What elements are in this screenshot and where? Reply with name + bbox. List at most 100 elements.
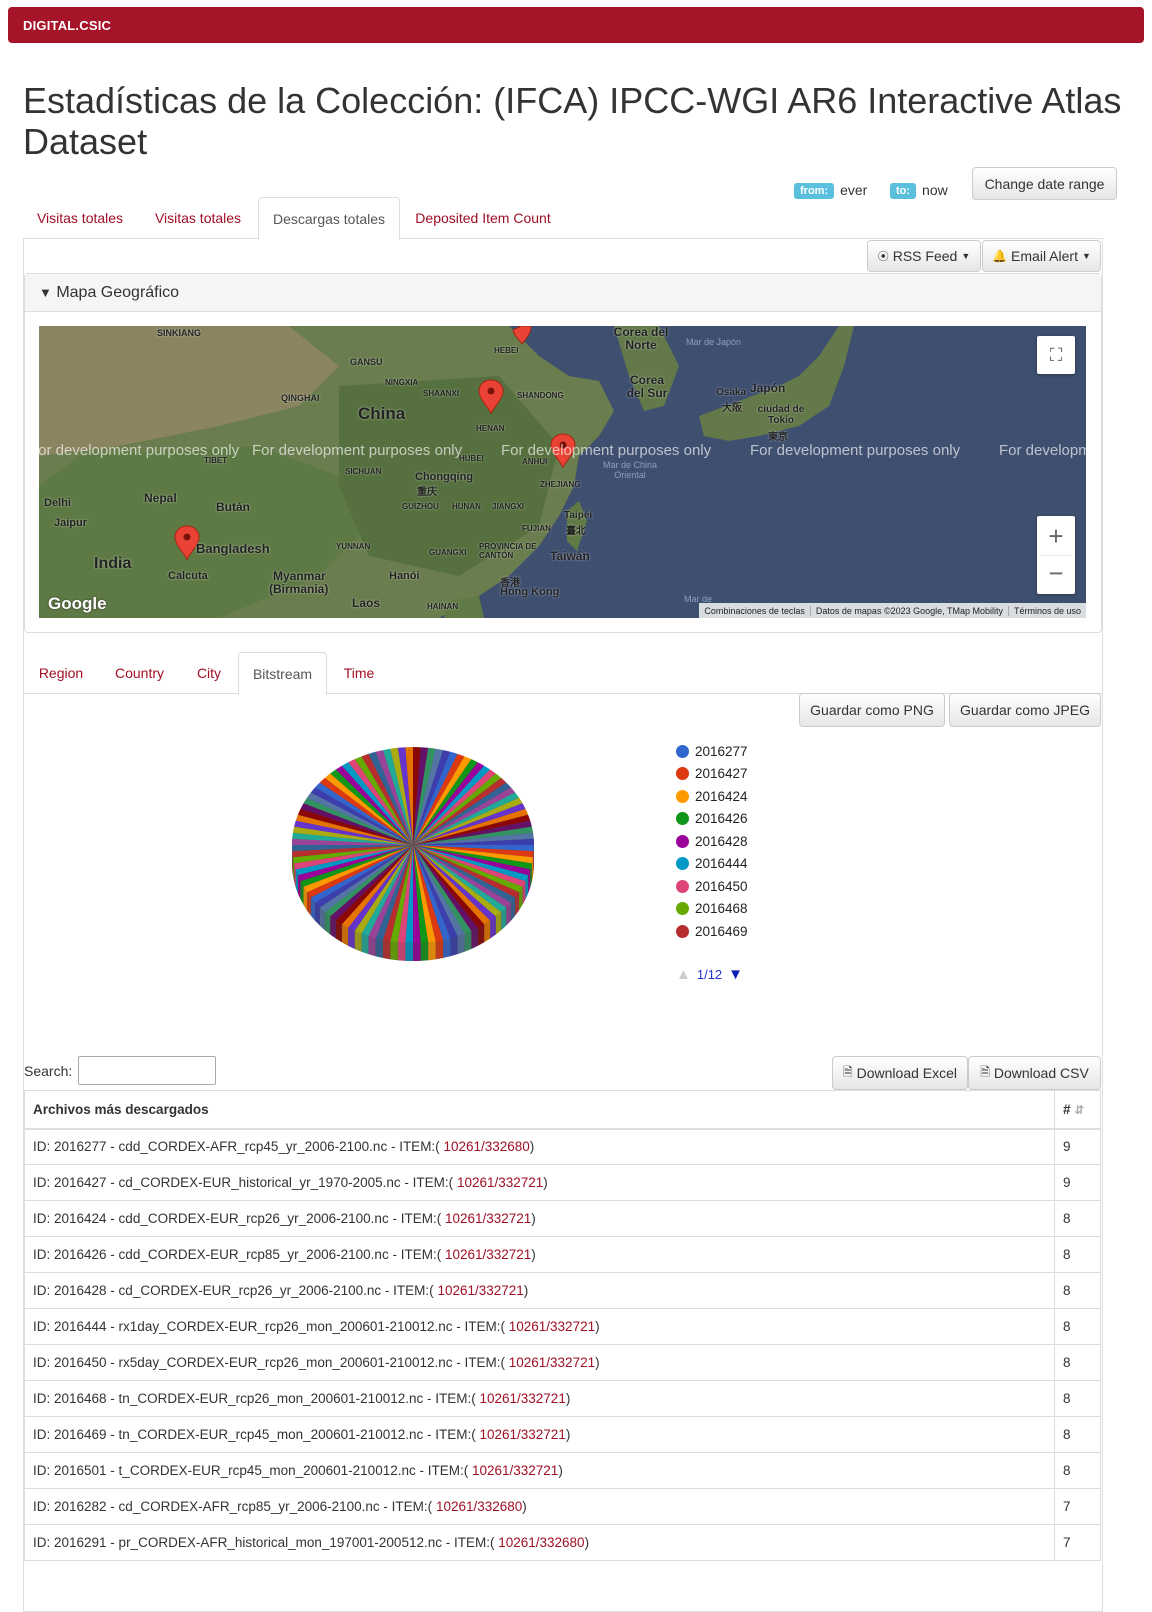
pie-slice-side <box>490 916 496 939</box>
pie-slice-side <box>310 897 316 921</box>
pie-slice <box>413 747 429 845</box>
keyboard-shortcuts-link[interactable]: Combinaciones de teclas <box>704 605 805 616</box>
pie-slice <box>368 751 413 845</box>
pie-slice <box>354 845 413 934</box>
legend-swatch <box>676 812 689 826</box>
pie-slice <box>413 787 516 845</box>
download-excel-button[interactable]: 🗎 Download Excel <box>832 1056 968 1090</box>
terms-link[interactable]: Términos de uso <box>1007 605 1086 616</box>
item-link[interactable]: 10261/332721 <box>479 1391 566 1406</box>
zoom-out-icon[interactable]: − <box>1041 555 1071 593</box>
pie-slice <box>292 838 413 845</box>
tab-city[interactable]: City <box>196 665 222 681</box>
header-name[interactable]: Archivos más descargados <box>24 1090 1055 1130</box>
tab-descargas-totales[interactable]: Descargas totales <box>258 197 400 240</box>
legend-label: 2016426 <box>695 811 748 827</box>
pie-slice <box>348 759 413 845</box>
bell-icon: 🔔 <box>992 249 1008 263</box>
pie-slice <box>292 832 413 845</box>
tab-country[interactable]: Country <box>114 665 165 681</box>
pie-slice <box>361 845 413 937</box>
pie-slice-side <box>297 875 301 900</box>
rss-feed-button[interactable]: ⦿ RSS Feed ▼ <box>867 240 981 272</box>
rss-icon: ⦿ <box>877 251 889 263</box>
triangle-down-icon[interactable]: ▼ <box>728 966 744 983</box>
legend-item[interactable]: 2016277 <box>676 740 748 763</box>
change-date-range-button[interactable]: Change date range <box>972 167 1117 200</box>
pie-slice <box>397 747 413 845</box>
legend-item[interactable]: 2016424 <box>676 785 748 808</box>
file-cell: ID: 2016444 - rx1day_CORDEX-EUR_rcp26_mo… <box>24 1308 1055 1345</box>
pie-slice <box>413 845 532 870</box>
item-link[interactable]: 10261/332721 <box>437 1283 524 1298</box>
file-cell: ID: 2016277 - cdd_CORDEX-AFR_rcp45_yr_20… <box>24 1128 1055 1165</box>
brand-link[interactable]: DIGITAL.CSIC <box>23 18 112 33</box>
count-cell: 7 <box>1054 1524 1101 1561</box>
item-link[interactable]: 10261/332721 <box>479 1427 566 1442</box>
pie-slice <box>324 845 413 917</box>
tab-region[interactable]: Region <box>38 665 84 681</box>
table-row: ID: 2016469 - tn_CORDEX-EUR_rcp45_mon_20… <box>24 1416 1101 1453</box>
item-link[interactable]: 10261/332721 <box>508 1319 596 1334</box>
pie-slice-side <box>510 897 516 921</box>
save-jpeg-button[interactable]: Guardar como JPEG <box>949 693 1101 727</box>
pie-slice <box>375 845 413 940</box>
item-link[interactable]: 10261/332721 <box>444 1247 532 1262</box>
pie-slice <box>341 845 413 928</box>
top-navbar: DIGITAL.CSIC <box>8 7 1144 43</box>
sort-desc-icon[interactable]: ⇵ <box>1074 1102 1085 1117</box>
legend-item[interactable]: 2016427 <box>676 763 748 786</box>
pie-slice <box>335 765 413 845</box>
header-count[interactable]: # ⇵ <box>1054 1090 1101 1130</box>
search-input[interactable] <box>78 1056 216 1085</box>
legend-item[interactable]: 2016450 <box>676 875 748 898</box>
legend-item[interactable]: 2016444 <box>676 853 748 876</box>
tab-bitstream[interactable]: Bitstream <box>238 652 327 695</box>
google-map[interactable]: SINKIANG GANSU QINGHAI NINGXIA SHAANXI S… <box>39 326 1086 618</box>
pie-slice-side <box>501 907 507 931</box>
email-alert-button[interactable]: 🔔 Email Alert ▼ <box>982 240 1101 272</box>
pie-slice <box>413 845 511 908</box>
tab-visitas-totales[interactable]: Visitas totales <box>36 210 124 226</box>
item-link[interactable]: 10261/332721 <box>508 1355 596 1370</box>
to-badge: to: <box>890 183 917 199</box>
table-row: ID: 2016450 - rx5day_CORDEX-EUR_rcp26_mo… <box>24 1344 1101 1381</box>
item-link[interactable]: 10261/332721 <box>471 1463 559 1478</box>
file-cell: ID: 2016426 - cdd_CORDEX-EUR_rcp85_yr_20… <box>24 1236 1055 1273</box>
save-png-button[interactable]: Guardar como PNG <box>799 693 945 727</box>
pie-slice <box>413 845 523 893</box>
pie-slice <box>413 747 421 845</box>
fullscreen-icon[interactable]: ⛶ <box>1037 336 1075 374</box>
table-row: ID: 2016427 - cd_CORDEX-EUR_historical_y… <box>24 1164 1101 1201</box>
pie-slice-side <box>457 933 465 955</box>
pie-slice-side <box>519 886 523 911</box>
legend-item[interactable]: 2016469 <box>676 920 748 943</box>
item-link[interactable]: 10261/332680 <box>435 1499 523 1514</box>
pie-slice <box>413 803 526 845</box>
table-row: ID: 2016444 - rx1day_CORDEX-EUR_rcp26_mo… <box>24 1308 1101 1345</box>
legend-item[interactable]: 2016426 <box>676 808 748 831</box>
item-link[interactable]: 10261/332680 <box>443 1139 530 1155</box>
pie-slice-side <box>525 875 529 900</box>
item-link[interactable]: 10261/332680 <box>498 1535 585 1550</box>
file-cell: ID: 2016428 - cd_CORDEX-EUR_rcp26_yr_200… <box>24 1272 1055 1309</box>
legend-item[interactable]: 2016468 <box>676 898 748 921</box>
item-link[interactable]: 10261/332721 <box>444 1211 532 1226</box>
file-cell: ID: 2016501 - t_CORDEX-EUR_rcp45_mon_200… <box>24 1452 1055 1489</box>
legend-item[interactable]: 2016428 <box>676 830 748 853</box>
pie-slice <box>375 750 413 845</box>
tab-time[interactable]: Time <box>343 665 375 681</box>
tab-visitas-totales-2[interactable]: Visitas totales <box>154 210 242 226</box>
pie-slice <box>324 773 413 845</box>
pie-slice <box>300 803 413 845</box>
tab-deposited-item-count[interactable]: Deposited Item Count <box>415 210 551 226</box>
page-title: Estadísticas de la Colección: (IFCA) IPC… <box>23 80 1122 162</box>
triangle-up-icon[interactable]: ▲ <box>676 966 691 983</box>
download-csv-button[interactable]: 🗎 Download CSV <box>968 1056 1101 1090</box>
zoom-in-icon[interactable]: + <box>1048 521 1064 551</box>
zoom-control: + − <box>1037 516 1075 594</box>
geo-map-panel: ▼ Mapa Geográfico <box>24 273 1102 633</box>
item-link[interactable]: 10261/332721 <box>456 1175 544 1190</box>
pie-slice <box>413 756 472 845</box>
map-marker-icon: ▼ <box>39 285 52 300</box>
